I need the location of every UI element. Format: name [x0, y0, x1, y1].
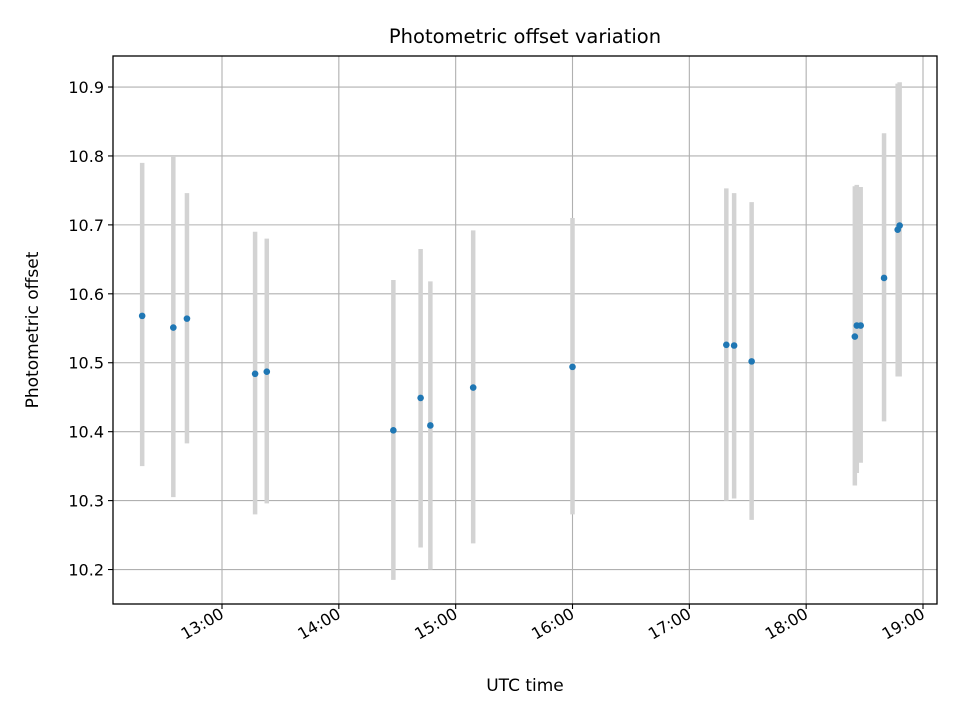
- data-markers: [138, 222, 903, 434]
- data-point: [723, 341, 730, 349]
- x-tick-label: 18:00: [762, 604, 811, 644]
- data-point: [138, 312, 146, 320]
- data-point: [427, 422, 434, 429]
- data-point: [896, 222, 903, 229]
- y-tick-label: 10.7: [68, 216, 104, 235]
- y-axis-label: Photometric offset: [23, 251, 43, 408]
- x-axis-ticks: 13:00 14:00 15:00 16:00 17:00 18:00 19:00: [178, 604, 928, 644]
- plot-frame: [112, 55, 938, 605]
- data-point: [748, 358, 755, 365]
- data-point: [857, 322, 864, 329]
- data-point: [417, 394, 424, 402]
- data-point: [730, 342, 738, 349]
- y-tick-label: 10.8: [68, 147, 104, 166]
- y-tick-label: 10.5: [68, 354, 104, 373]
- data-point: [263, 368, 271, 376]
- y-axis-ticks: 10.2 10.3 10.4 10.5 10.6 10.7 10.8 10.9: [68, 78, 113, 580]
- x-axis-label: UTC time: [486, 676, 564, 696]
- data-point: [851, 333, 859, 340]
- grid: [113, 56, 937, 604]
- x-tick-label: 17:00: [645, 604, 694, 644]
- x-tick-label: 14:00: [294, 604, 343, 644]
- data-point: [390, 426, 397, 434]
- y-tick-label: 10.6: [68, 285, 104, 304]
- y-tick-label: 10.9: [68, 78, 104, 97]
- y-tick-label: 10.3: [68, 492, 104, 511]
- data-point: [880, 274, 888, 282]
- y-tick-label: 10.4: [68, 423, 104, 442]
- chart-title: Photometric offset variation: [389, 25, 661, 48]
- error-bars: [139, 82, 902, 580]
- x-tick-label: 13:00: [178, 604, 227, 644]
- data-point: [170, 324, 177, 331]
- data-point: [251, 370, 259, 378]
- x-tick-label: 19:00: [879, 604, 928, 644]
- data-point: [183, 315, 191, 322]
- data-point: [569, 363, 576, 371]
- x-tick-label: 16:00: [528, 604, 577, 644]
- data-point: [469, 384, 477, 391]
- y-tick-label: 10.2: [68, 561, 104, 580]
- x-tick-label: 15:00: [411, 604, 460, 644]
